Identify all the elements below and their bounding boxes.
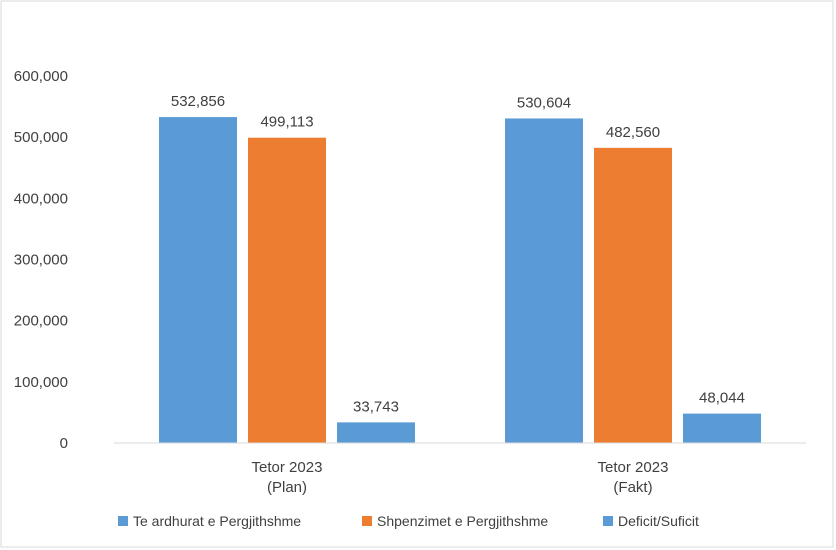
legend-item: Deficit/Suficit	[603, 513, 699, 529]
bar	[594, 147, 672, 443]
y-tick-label: 300,000	[14, 252, 68, 269]
category-label: (Fakt)	[613, 479, 652, 496]
category-label: Tetor 2023	[252, 459, 323, 476]
legend-swatch	[603, 516, 613, 526]
y-tick-label: 100,000	[14, 374, 68, 391]
y-tick-label: 0	[60, 435, 68, 452]
legend-item: Shpenzimet e Pergjithshme	[362, 513, 548, 529]
y-tick-label: 200,000	[14, 313, 68, 330]
bars	[159, 117, 761, 444]
legend-label: Deficit/Suficit	[618, 513, 699, 529]
bar	[159, 117, 237, 443]
legend-label: Shpenzimet e Pergjithshme	[377, 513, 548, 529]
y-tick-label: 400,000	[14, 190, 68, 207]
x-axis: Tetor 2023 (Plan) Tetor 2023 (Fakt)	[114, 442, 806, 496]
data-labels: 532,856 499,113 33,743 530,604 482,560 48,044	[171, 93, 745, 415]
bar	[248, 137, 326, 443]
category-label: Tetor 2023	[598, 459, 669, 476]
data-label: 530,604	[517, 94, 571, 111]
legend-swatch	[118, 516, 128, 526]
data-label: 499,113	[260, 114, 313, 131]
legend-label: Te ardhurat e Pergjithshme	[133, 513, 301, 529]
legend: Te ardhurat e Pergjithshme Shpenzimet e P…	[118, 513, 699, 529]
y-tick-label: 600,000	[14, 68, 68, 85]
bar	[337, 422, 415, 443]
data-label: 482,560	[606, 124, 660, 141]
category-label: (Plan)	[267, 479, 307, 496]
legend-item: Te ardhurat e Pergjithshme	[118, 513, 301, 529]
bar	[683, 413, 761, 443]
y-tick-label: 500,000	[14, 129, 68, 146]
bar	[505, 118, 583, 444]
legend-swatch	[362, 516, 372, 526]
data-label: 532,856	[171, 93, 225, 110]
data-label: 48,044	[699, 390, 745, 407]
y-axis: 0 100,000 200,000 300,000 400,000 500,000 600,…	[14, 68, 68, 452]
data-label: 33,743	[353, 398, 399, 415]
